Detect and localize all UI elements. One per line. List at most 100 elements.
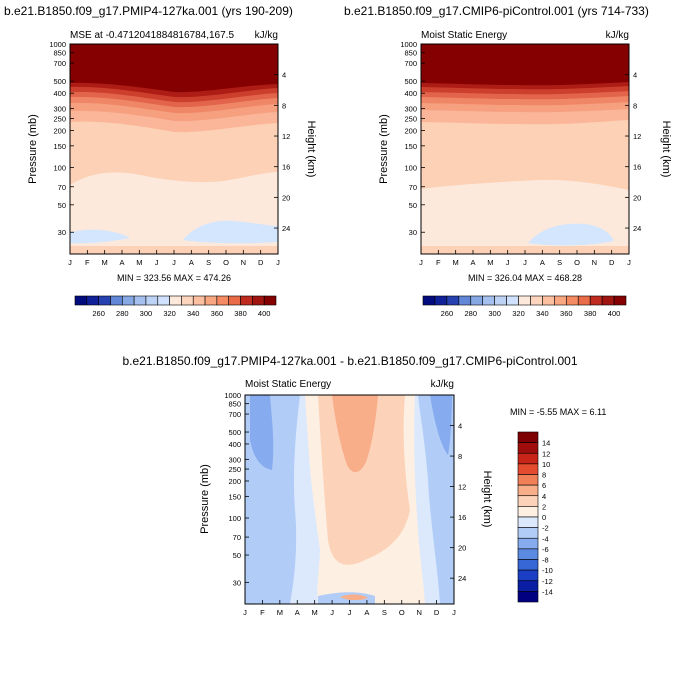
p3-band-neg4-left <box>250 395 274 470</box>
x-tick-label: J <box>627 258 631 267</box>
y-tick-label: 50 <box>233 551 241 560</box>
colorbar-label: 280 <box>116 309 129 318</box>
y-tick-label: 70 <box>409 183 417 192</box>
panel-2-y2label: Height (km) <box>660 121 672 178</box>
y-tick-label: 700 <box>228 410 241 419</box>
x-tick-label: M <box>102 258 108 267</box>
panel-3-contours <box>245 395 454 604</box>
x-tick-label: A <box>364 608 369 617</box>
colorbar-label: -4 <box>542 534 549 543</box>
colorbar-label: 300 <box>488 309 501 318</box>
panel-3-left-string: Moist Static Energy <box>245 379 331 390</box>
colorbar-label: 360 <box>211 309 224 318</box>
panel-1-contours <box>70 44 278 254</box>
colorbar-box <box>517 463 539 475</box>
x-tick-label: O <box>574 258 580 267</box>
y-tick-label: 400 <box>53 89 66 98</box>
colorbar-box <box>482 295 495 306</box>
colorbar-label: -8 <box>542 556 549 565</box>
panel-3-title: b.e21.B1850.f09_g17.PMIP4-127ka.001 - b.… <box>123 354 578 368</box>
x-tick-label: D <box>258 258 264 267</box>
x-tick-label: J <box>155 258 159 267</box>
panel-3: b.e21.B1850.f09_g17.PMIP4-127ka.001 - b.… <box>123 354 607 617</box>
p2-band-top <box>421 44 629 86</box>
colorbar-box <box>157 295 170 306</box>
colorbar-box <box>98 295 111 306</box>
panel-2-minmax: MIN = 326.04 MAX = 468.28 <box>468 273 582 283</box>
colorbar-label: 340 <box>536 309 549 318</box>
x-tick-label: F <box>436 258 441 267</box>
colorbar-box <box>216 295 230 306</box>
y-tick-label: 850 <box>228 400 241 409</box>
colorbar-box <box>517 569 539 582</box>
y-tick-label: 250 <box>404 114 417 123</box>
y2-tick-label: 12 <box>282 132 290 141</box>
panel-1: b.e21.B1850.f09_g17.PMIP4-127ka.001 (yrs… <box>4 4 317 318</box>
y2-tick-label: 24 <box>633 224 641 233</box>
y2-tick-label: 8 <box>458 452 462 461</box>
colorbar-box <box>577 295 591 306</box>
colorbar-box <box>86 295 99 306</box>
colorbar-label: -12 <box>542 577 553 586</box>
y2-tick-label: 20 <box>633 193 641 202</box>
colorbar-box <box>613 295 627 306</box>
y-tick-label: 150 <box>404 142 417 151</box>
colorbar-box <box>228 295 241 306</box>
y-tick-label: 30 <box>409 228 417 237</box>
colorbar-box <box>517 537 539 550</box>
x-tick-label: D <box>609 258 615 267</box>
y-tick-label: 30 <box>233 578 241 587</box>
y-tick-label: 50 <box>58 201 66 210</box>
colorbar-label: -6 <box>542 545 549 554</box>
x-tick-label: F <box>85 258 90 267</box>
colorbar-label: 10 <box>542 460 550 469</box>
colorbar-box <box>169 295 182 306</box>
colorbar-label: 280 <box>465 309 478 318</box>
x-tick-label: J <box>243 608 247 617</box>
x-tick-label: S <box>206 258 211 267</box>
colorbar-label: -14 <box>542 587 553 596</box>
panel-3-minmax: MIN = -5.55 MAX = 6.11 <box>510 407 606 417</box>
y-tick-label: 1000 <box>400 40 417 49</box>
colorbar-box <box>530 295 543 306</box>
y2-tick-label: 16 <box>633 163 641 172</box>
colorbar-box <box>517 591 539 603</box>
colorbar-box <box>517 442 539 454</box>
colorbar-box <box>589 295 603 306</box>
y-tick-label: 500 <box>404 77 417 86</box>
colorbar-box <box>204 295 218 306</box>
p3-band-pos4 <box>332 395 378 473</box>
y2-tick-label: 24 <box>282 224 290 233</box>
x-tick-label: S <box>557 258 562 267</box>
colorbar-box <box>517 516 539 528</box>
y-tick-label: 700 <box>53 59 66 68</box>
colorbar-label: 300 <box>140 309 153 318</box>
x-tick-label: J <box>419 258 423 267</box>
p2-band-low-blue <box>528 223 614 246</box>
colorbar-label: 320 <box>512 309 525 318</box>
colorbar-box <box>121 295 135 306</box>
y-tick-label: 850 <box>404 49 417 58</box>
colorbar-box <box>517 452 539 465</box>
y-tick-label: 200 <box>53 126 66 135</box>
panel-2-ylabel: Pressure (mb) <box>378 114 390 184</box>
panel-2-title: b.e21.B1850.f09_g17.CMIP6-piControl.001 … <box>344 4 649 18</box>
x-tick-label: J <box>330 608 334 617</box>
y-tick-label: 70 <box>58 183 66 192</box>
y2-tick-label: 12 <box>458 483 466 492</box>
panel-3-right-string: kJ/kg <box>431 379 454 390</box>
colorbar-box <box>422 295 436 306</box>
panel-1-title: b.e21.B1850.f09_g17.PMIP4-127ka.001 (yrs… <box>4 4 293 18</box>
panel-1-colorbar: 260 280 300 320 340 360 380 400 <box>74 295 277 318</box>
x-tick-label: M <box>312 608 318 617</box>
panel-1-ylabel: Pressure (mb) <box>27 114 39 184</box>
x-tick-label: A <box>295 608 300 617</box>
colorbar-box <box>517 548 539 560</box>
panel-3-y2label: Height (km) <box>481 471 493 528</box>
y-tick-label: 250 <box>228 465 241 474</box>
colorbar-label: 2 <box>542 502 546 511</box>
p3-band-surface-pos <box>340 594 368 601</box>
colorbar-label: -2 <box>542 524 549 533</box>
x-tick-label: N <box>416 608 421 617</box>
